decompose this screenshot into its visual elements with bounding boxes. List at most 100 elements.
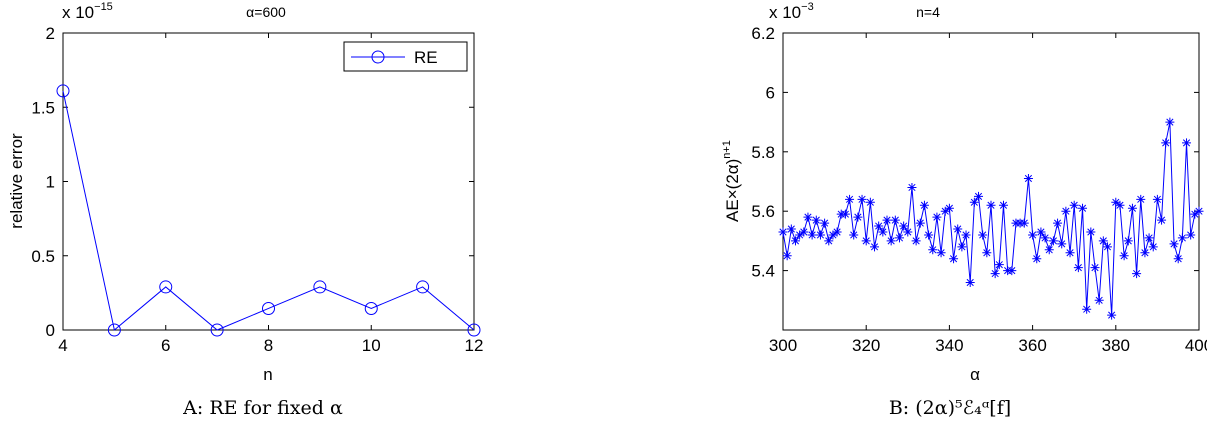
- chart-a-series-line: [62, 90, 475, 331]
- data-point: [1190, 209, 1200, 219]
- data-point: [936, 248, 946, 258]
- y-tick-label: 0.5: [31, 247, 55, 266]
- chart-b-title: n=4: [916, 4, 940, 20]
- data-point: [974, 191, 984, 201]
- x-tick-label: 8: [264, 336, 273, 355]
- data-point: [990, 269, 1000, 279]
- x-tick-label: 380: [1102, 336, 1130, 355]
- data-point: [790, 236, 800, 246]
- data-point: [828, 230, 838, 240]
- data-point: [1169, 239, 1179, 249]
- data-point: [1127, 203, 1137, 213]
- data-point: [799, 227, 809, 237]
- data-point: [1040, 233, 1050, 243]
- data-point: [878, 227, 888, 237]
- chart-a-legend: RE: [343, 41, 468, 72]
- y-tick-label: 1.5: [31, 98, 55, 117]
- x-tick-label: 10: [362, 336, 381, 355]
- data-point: [159, 280, 173, 294]
- x-tick-label: 300: [769, 336, 797, 355]
- data-point: [890, 215, 900, 225]
- data-point: [1053, 218, 1063, 228]
- data-point: [882, 215, 892, 225]
- data-point: [911, 236, 921, 246]
- data-point: [969, 197, 979, 207]
- chart-b: n=4 x 10−3 300 320 340 360 380 400 5.4 5.6 5.8 6 6…: [721, 1, 1207, 419]
- data-point: [1094, 295, 1104, 305]
- y-tick-label: 0: [46, 321, 55, 340]
- data-point: [874, 221, 884, 231]
- data-point: [824, 236, 834, 246]
- chart-a-title: α=600: [246, 4, 286, 20]
- data-point: [807, 230, 817, 240]
- x-tick-label: 400: [1185, 336, 1207, 355]
- data-point: [957, 242, 967, 252]
- y-tick-label: 1: [46, 173, 55, 192]
- data-point: [994, 260, 1004, 270]
- data-point: [886, 236, 896, 246]
- data-point: [940, 206, 950, 216]
- data-point: [1057, 239, 1067, 249]
- data-point: [998, 200, 1008, 210]
- y-tick-label: 6.2: [751, 24, 775, 43]
- data-point: [1098, 236, 1108, 246]
- data-point: [795, 230, 805, 240]
- data-point: [1119, 251, 1129, 261]
- data-point: [1152, 194, 1162, 204]
- data-point: [364, 301, 378, 315]
- data-point: [1161, 138, 1171, 148]
- data-point: [982, 248, 992, 258]
- x-tick-label: 4: [58, 336, 67, 355]
- data-point: [1036, 227, 1046, 237]
- chart-b-plot-area: [782, 32, 1200, 331]
- chart-b-markers: [778, 117, 1204, 320]
- x-tick-label: 340: [935, 336, 963, 355]
- chart-a: α=600 x 10−15 4 6 8 10 12 0 0.5 1 1.5 2 n relativ…: [7, 1, 483, 419]
- data-point: [865, 197, 875, 207]
- data-point: [782, 251, 792, 261]
- data-point: [467, 323, 481, 337]
- x-tick-label: 6: [161, 336, 170, 355]
- data-point: [949, 254, 959, 264]
- data-point: [820, 218, 830, 228]
- data-point: [811, 215, 821, 225]
- data-point: [853, 212, 863, 222]
- data-point: [928, 245, 938, 255]
- chart-b-ylabel: AE×(2α)n+1: [721, 140, 742, 222]
- chart-b-caption: B: (2α)⁵ℰ₄ᵅ[f]: [889, 397, 1011, 419]
- chart-b-axes: 300 320 340 360 380 400 5.4 5.6 5.8 6 6.2: [751, 24, 1207, 355]
- data-point: [919, 200, 929, 210]
- chart-b-xlabel: α: [970, 365, 980, 384]
- data-point: [416, 280, 430, 294]
- data-point: [894, 233, 904, 243]
- data-point: [1023, 174, 1033, 184]
- data-point: [815, 230, 825, 240]
- data-point: [1182, 138, 1192, 148]
- legend-marker: [371, 50, 385, 64]
- data-point: [953, 224, 963, 234]
- data-point: [986, 200, 996, 210]
- chart-b-y-scale: x 10−3: [769, 1, 814, 22]
- data-point: [1007, 266, 1017, 276]
- data-point: [1107, 310, 1117, 320]
- data-point: [1078, 203, 1088, 213]
- data-point: [1144, 233, 1154, 243]
- chart-a-plot-area: [62, 32, 475, 331]
- data-point: [1140, 248, 1150, 258]
- data-point: [924, 230, 934, 240]
- y-tick-label: 5.6: [751, 202, 775, 221]
- data-point: [1090, 263, 1100, 273]
- data-point: [1069, 200, 1079, 210]
- data-point: [978, 230, 988, 240]
- data-point: [1065, 248, 1075, 258]
- data-point: [56, 84, 70, 98]
- chart-a-y-scale: x 10−15: [62, 1, 113, 22]
- y-tick-label: 5.4: [751, 262, 775, 281]
- data-point: [965, 277, 975, 287]
- data-point: [1186, 230, 1196, 240]
- data-point: [1132, 269, 1142, 279]
- x-tick-label: 360: [1018, 336, 1046, 355]
- data-point: [210, 323, 224, 337]
- data-point: [107, 323, 121, 337]
